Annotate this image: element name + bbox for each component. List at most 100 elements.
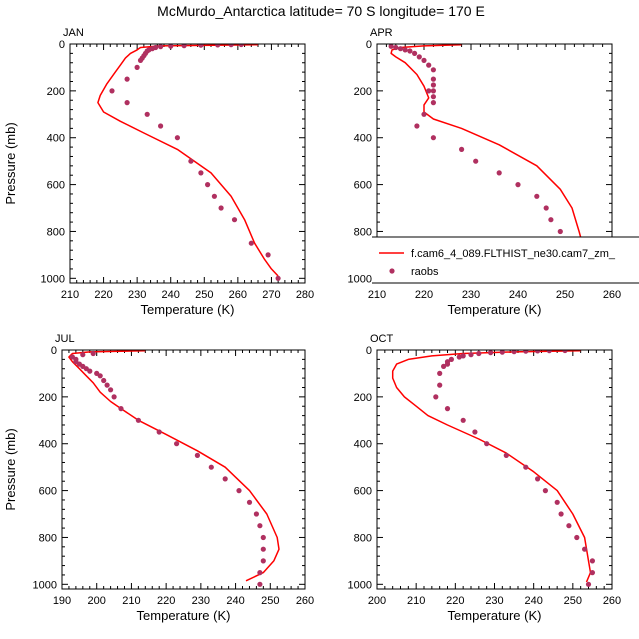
obs-point [90,350,96,357]
obs-point [257,523,263,529]
y-tick-label: 600 [47,180,65,192]
obs-point [430,94,436,100]
obs-point [215,44,221,48]
plot-frame [376,349,613,590]
obs-point [416,54,422,60]
axis-ticks [69,43,306,283]
panel-label: JAN [63,27,84,39]
y-tick-label: 1000 [33,579,57,591]
obs-point [557,228,563,235]
obs-point [238,44,244,48]
plot-frame [69,43,306,284]
obs-point [198,170,204,176]
obs-point [168,44,174,49]
obs-point [546,350,552,354]
obs-point [430,67,436,73]
obs-point [473,158,479,164]
y-tick-label: 0 [366,39,372,51]
plot-frame [61,349,306,590]
obs-point [430,135,436,141]
y-axis-label: Pressure (mb) [3,428,18,510]
obs-point [198,44,204,48]
x-tick-label: 270 [262,289,280,301]
obs-point [265,252,271,258]
figure-title: McMurdo_Antarctica latitude= 70 S longit… [157,3,485,19]
x-tick-label: 200 [368,595,386,607]
obs-point [548,217,554,223]
obs-point [430,100,436,106]
obs-point [260,546,266,552]
obs-point [158,123,164,129]
obs-point [441,363,447,369]
obs-point [231,217,238,223]
panels: 210 220 230 240 250 260 270 280 0 200 400 600 800 100… [3,27,639,623]
obs-point [499,350,505,355]
y-tick-label: 1000 [41,273,65,285]
panel-jan: 210 220 230 240 250 260 270 280 0 200 400 600 800 100… [3,27,314,317]
y-tick-label: 800 [354,226,372,238]
x-tick-label: 240 [524,595,542,607]
obs-point [228,44,234,48]
obs-point [523,464,529,470]
obs-point [459,146,465,152]
obs-point [208,464,214,470]
obs-point [585,581,592,587]
y-tick-label: 400 [354,439,372,451]
x-tick-label: 240 [162,289,180,301]
x-tick-label: 230 [192,595,210,607]
x-tick-label: 230 [462,289,480,301]
x-tick-label: 260 [296,595,314,607]
x-tick-label: 220 [415,289,433,301]
x-tick-label: 210 [368,289,386,301]
obs-point [496,170,502,176]
obs-point [444,361,451,367]
y-tick-label: 200 [47,86,65,98]
obs-point [472,429,478,435]
y-tick-label: 400 [39,439,57,451]
obs-point [97,373,103,379]
obs-point [589,558,596,564]
legend-obs-label: raobs [411,266,439,278]
x-tick-label: 200 [88,595,106,607]
obs-point [582,546,588,552]
obs-point [188,158,194,164]
x-tick-label: 250 [261,595,279,607]
legend-model-label: f.cam6_4_089.FLTHIST_ne30.cam7_zm_ [411,248,616,260]
obs-point [257,570,263,576]
x-tick-label: 210 [122,595,140,607]
panel-jul: 190 200 210 220 230 240 250 260 0 200 400 600 800 100… [3,333,314,623]
x-tick-label: 220 [94,289,112,301]
obs-point [205,182,211,188]
obs-point [558,511,564,517]
y-axis-label: Pressure (mb) [3,122,18,204]
obs-point [87,368,93,374]
x-tick-label: 250 [564,595,582,607]
obs-point [484,441,490,447]
obs-point [402,47,408,53]
obs-points [69,350,266,587]
panel-oct: 200 210 220 230 240 250 260 0 200 400 600 800 1000 Te… [348,333,622,623]
panel-apr: 210 220 230 240 250 260 0 200 400 600 800 1000 Tempe… [348,27,639,317]
y-tick-label: 800 [354,532,372,544]
obs-point [104,382,110,388]
obs-point [111,394,117,400]
y-tick-label: 0 [366,345,372,357]
axis-ticks [376,349,613,589]
panel-label: APR [370,27,393,39]
obs-point [535,476,541,482]
obs-point [589,570,596,576]
obs-point [460,353,466,359]
obs-point [257,581,263,587]
obs-point [430,88,436,94]
obs-point [118,406,124,412]
obs-point [488,350,494,356]
obs-points [433,350,596,587]
obs-point [574,534,580,541]
y-tick-label: 800 [47,226,65,238]
obs-point [523,350,529,354]
y-tick-label: 600 [39,486,57,498]
y-tick-label: 0 [59,39,65,51]
x-tick-label: 260 [603,595,621,607]
y-tick-label: 600 [354,180,372,192]
